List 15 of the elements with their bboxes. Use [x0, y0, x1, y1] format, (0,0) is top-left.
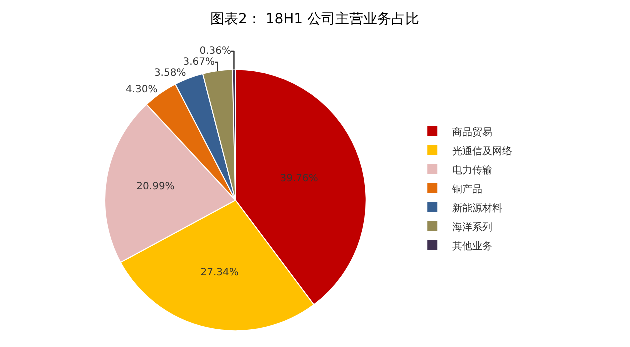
data-label: 20.99% [136, 182, 175, 193]
legend-label: 其他业务 [452, 240, 493, 252]
legend-label: 海洋系列 [452, 221, 493, 234]
legend-label: 商品贸易 [452, 126, 493, 138]
legend-label: 铜产品 [452, 183, 483, 196]
legend-label: 新能源材料 [452, 202, 503, 214]
data-label: 3.67% [183, 57, 215, 68]
data-label: 4.30% [126, 84, 158, 96]
legend-label: 电力传输 [452, 164, 493, 176]
chart-title: 图表2： 18H1 公司主营业务占比 [210, 12, 420, 28]
legend-label: 光通信及网络 [452, 145, 513, 158]
data-label: 27.34% [200, 268, 239, 279]
data-label: 0.36% [200, 46, 232, 58]
data-label: 3.58% [154, 68, 186, 80]
data-label: 39.76% [280, 174, 318, 185]
